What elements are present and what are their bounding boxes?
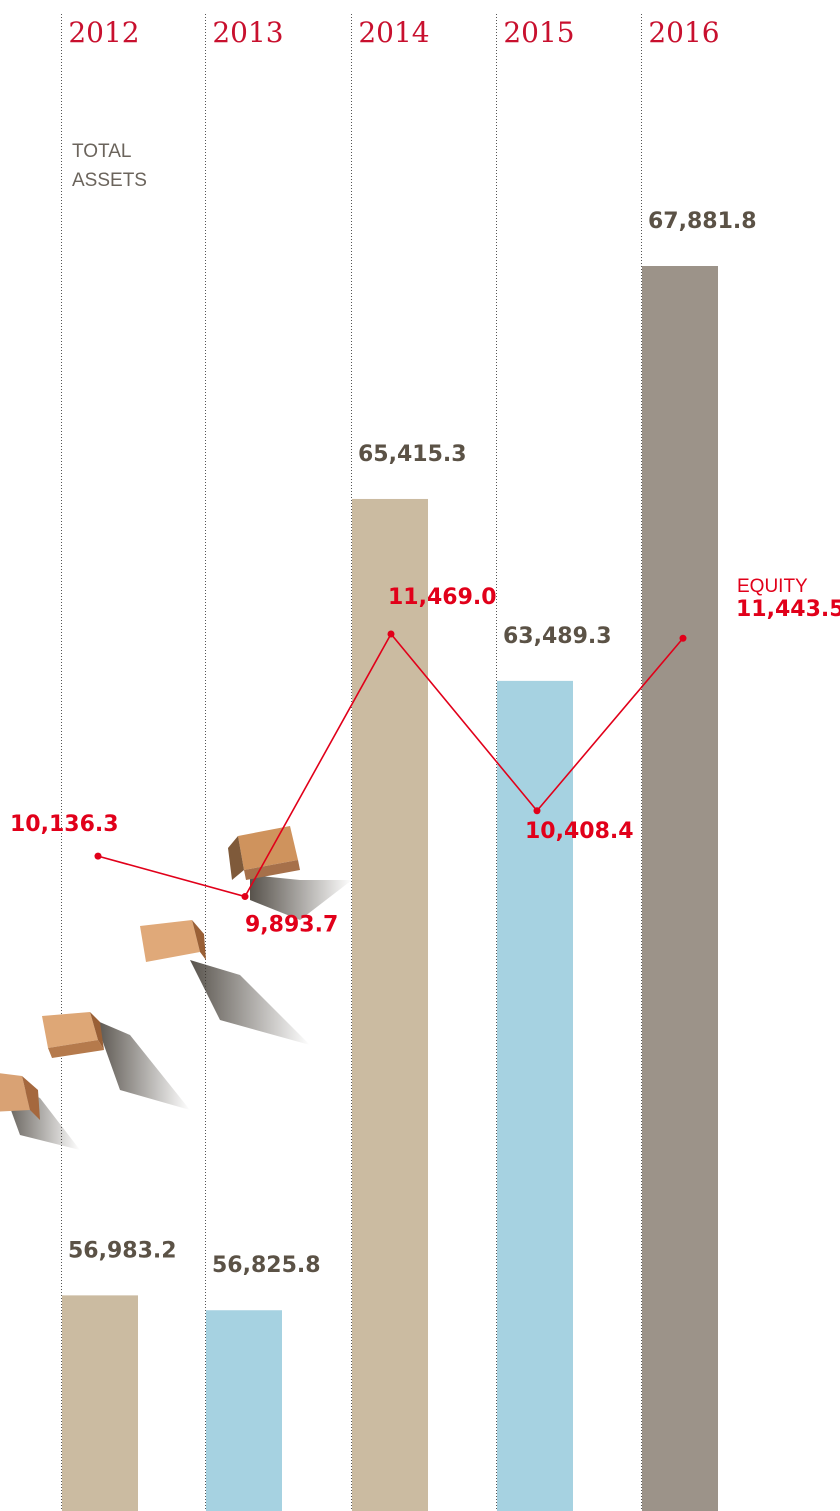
year-label-2015: 2015 — [503, 16, 574, 49]
legend-total-assets-line2: ASSETS — [72, 170, 147, 191]
year-label-2013: 2013 — [212, 16, 283, 49]
total-assets-label-2013: 56,825.8 — [212, 1253, 321, 1278]
equity-label-2016: 11,443.5 — [736, 597, 840, 622]
wooden-blocks-decoration — [0, 826, 352, 1150]
year-label-2016: 2016 — [648, 16, 719, 49]
total-assets-label-2016: 67,881.8 — [648, 209, 757, 234]
wood-block-4 — [228, 826, 352, 920]
equity-point-2016 — [679, 634, 687, 642]
equity-line-series — [94, 630, 687, 901]
year-label-2014: 2014 — [358, 16, 429, 49]
legend-total-assets-line1: TOTAL — [72, 141, 131, 162]
year-label-2012: 2012 — [68, 16, 139, 49]
total-assets-label-2012: 56,983.2 — [68, 1238, 177, 1263]
legend-equity: EQUITY — [737, 576, 808, 597]
equity-point-2012 — [94, 852, 102, 860]
total-assets-bars — [62, 266, 718, 1511]
year-separators — [61, 14, 642, 1511]
equity-point-2013 — [241, 893, 249, 901]
equity-label-2014: 11,469.0 — [388, 585, 497, 610]
wood-block-1 — [0, 1073, 80, 1150]
legend-total-assets: TOTAL ASSETS — [72, 141, 147, 191]
total-assets-bar-2016 — [642, 266, 718, 1511]
total-assets-bar-2015 — [497, 680, 573, 1511]
equity-label-2013: 9,893.7 — [245, 913, 338, 938]
total-assets-label-2015: 63,489.3 — [503, 624, 612, 649]
wood-block-3 — [140, 920, 310, 1045]
total-assets-label-2014: 65,415.3 — [358, 442, 467, 467]
equity-value-labels: 10,136.3 9,893.7 11,469.0 10,408.4 11,443.5 — [10, 585, 840, 938]
equity-label-2012: 10,136.3 — [10, 812, 119, 837]
total-assets-bar-2012 — [62, 1295, 138, 1511]
equity-label-2015: 10,408.4 — [525, 819, 634, 844]
total-assets-bar-2013 — [206, 1310, 282, 1511]
equity-point-2015 — [533, 807, 541, 815]
wood-block-2 — [42, 1012, 190, 1110]
equity-point-2014 — [387, 630, 395, 638]
year-axis-labels: 2012 2013 2014 2015 2016 — [68, 16, 719, 49]
total-assets-value-labels: 56,983.2 56,825.8 65,415.3 63,489.3 67,881.8 — [68, 209, 757, 1278]
total-assets-bar-2014 — [352, 498, 428, 1511]
